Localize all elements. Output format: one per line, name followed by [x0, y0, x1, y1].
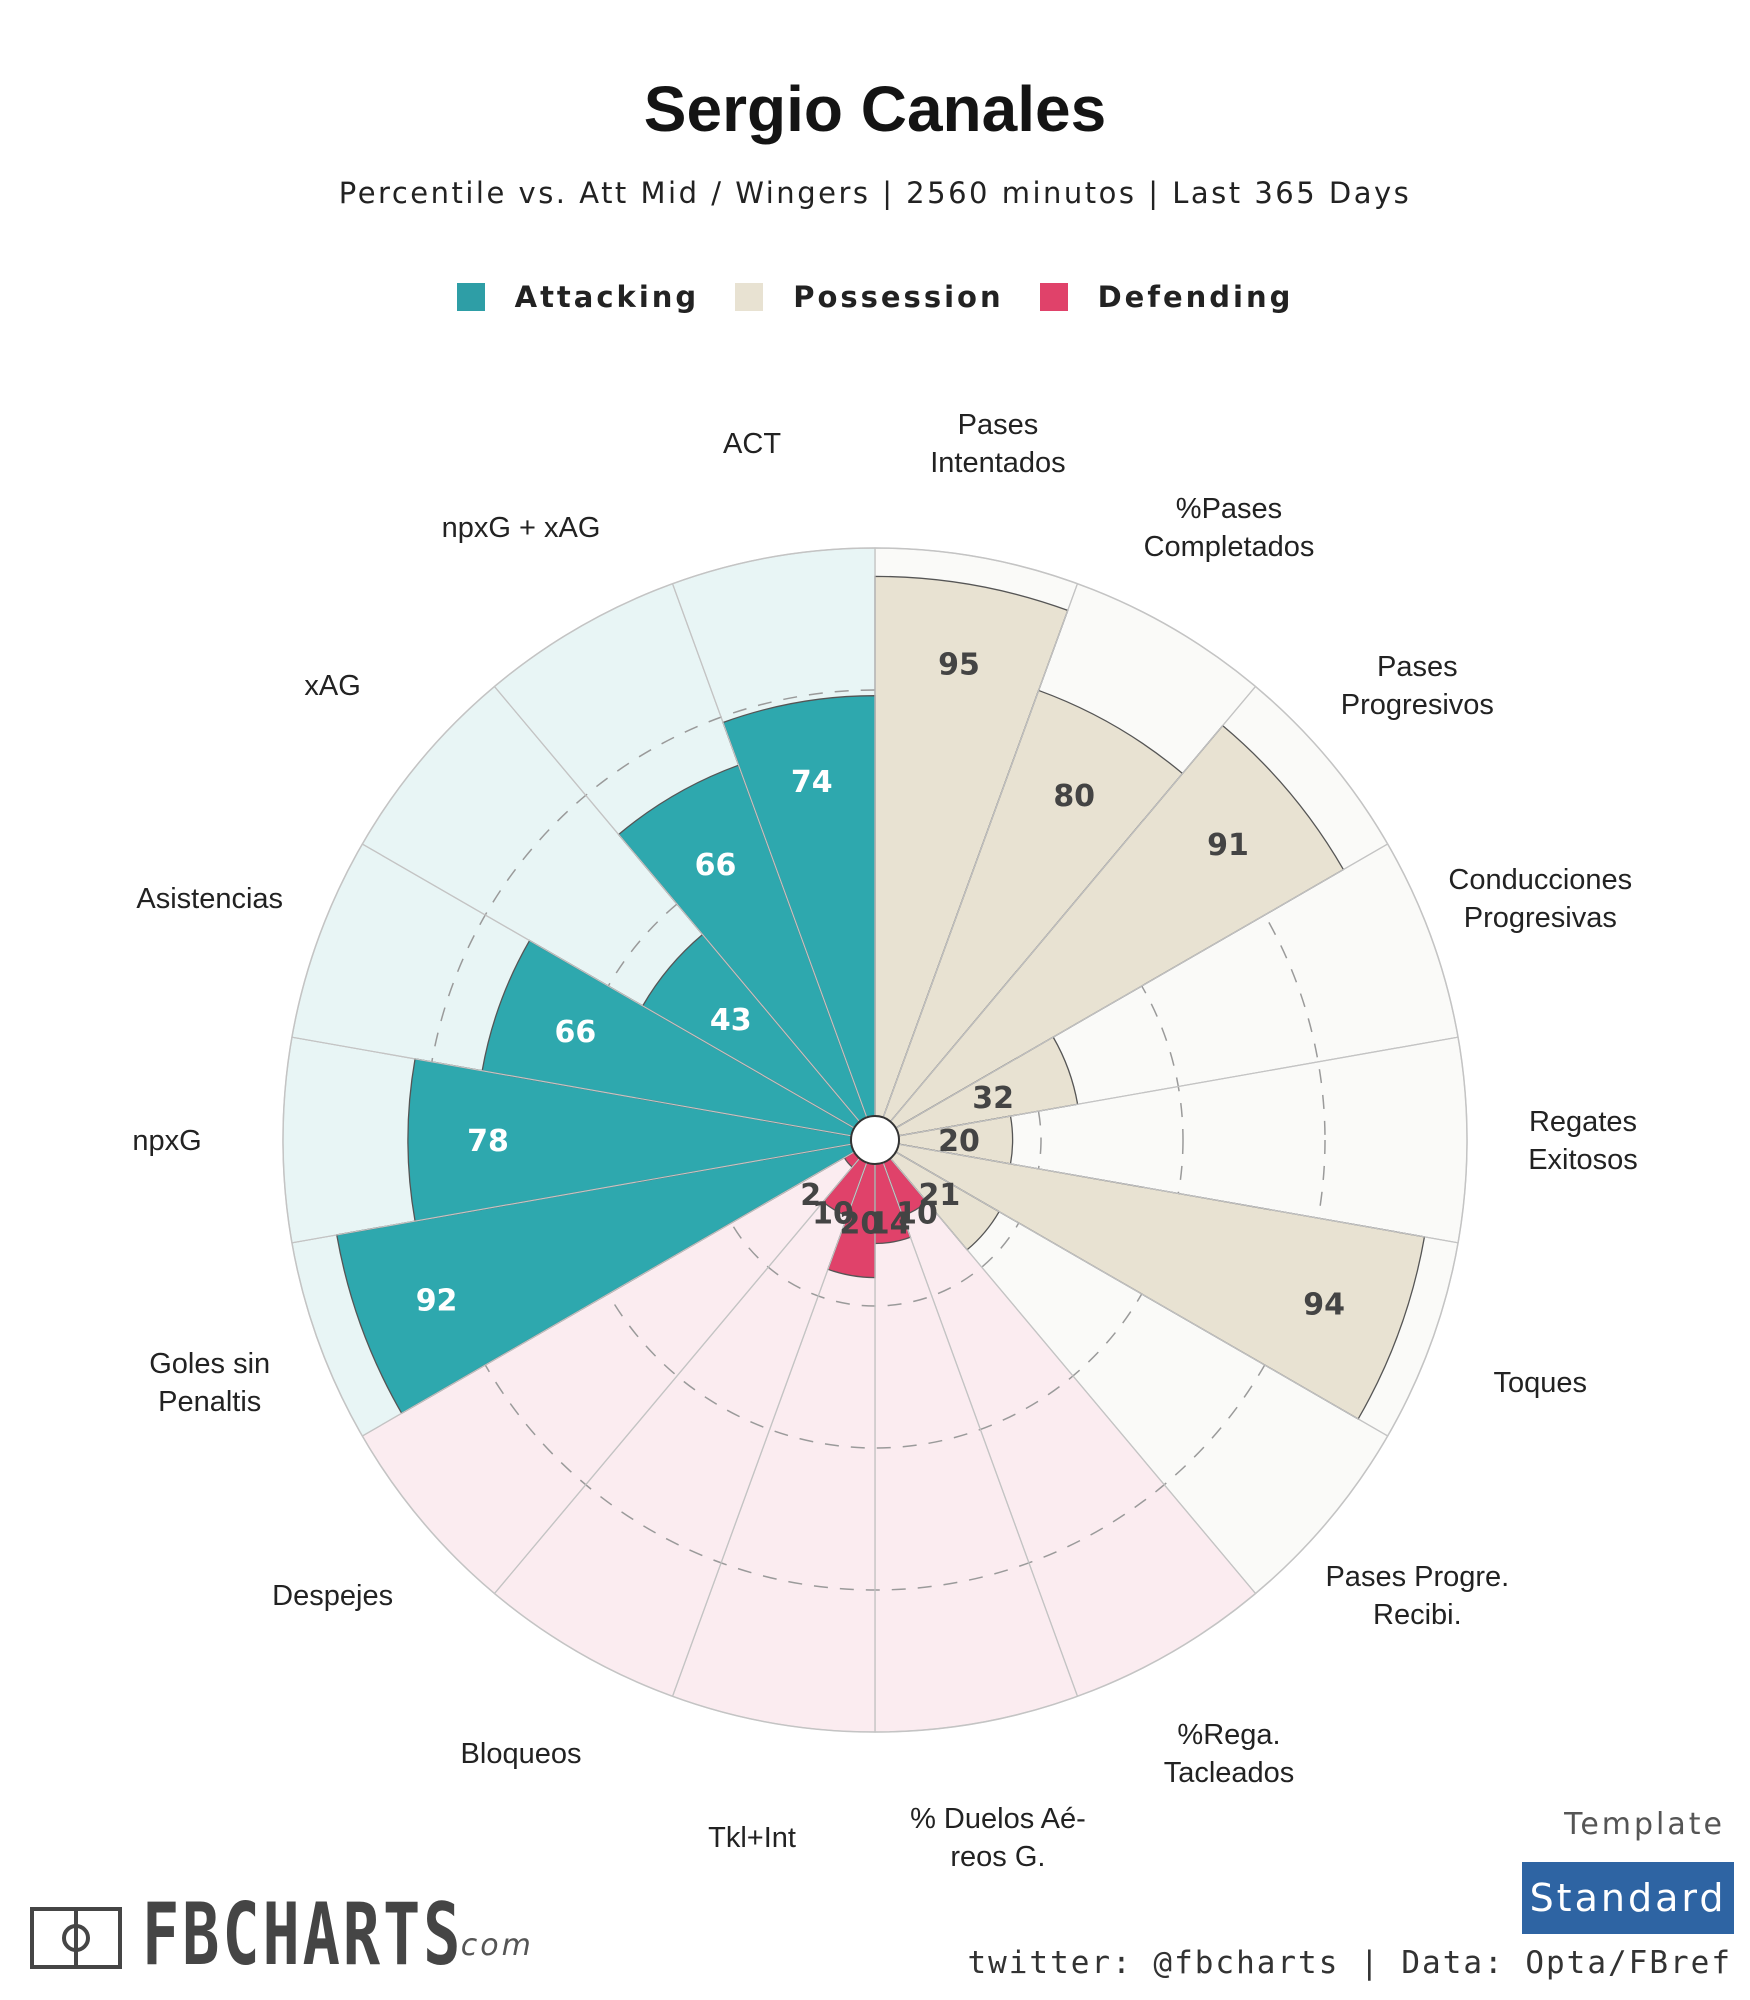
category-label: Toques: [1494, 1367, 1588, 1399]
spoke: [882, 1162, 1079, 1697]
category-label: Asistencias: [136, 883, 283, 915]
chart-subtitle: Percentile vs. Att Mid / Wingers | 2560 …: [338, 176, 1412, 210]
value-label: 80: [1053, 779, 1095, 814]
legend-label-attacking: Attacking: [514, 280, 700, 314]
spoke: [895, 843, 1388, 1129]
value-label: 91: [1207, 828, 1249, 863]
legend-label-possession: Possession: [793, 280, 1004, 314]
category-label: ACT: [723, 428, 781, 460]
category-label: Goles sin Penaltis: [149, 1348, 270, 1418]
category-label: xAG: [304, 670, 360, 702]
value-label: 20: [938, 1124, 980, 1159]
category-label: Conducciones Progresivas: [1448, 864, 1632, 934]
legend-item-attacking: Attacking: [456, 280, 700, 314]
spoke: [362, 1151, 855, 1437]
value-label: 95: [938, 648, 980, 683]
logo-text: FBCHARTS: [142, 1885, 464, 1985]
category-label: npxG: [132, 1125, 201, 1157]
fbcharts-logo: FBCHARTS .com: [30, 1885, 534, 1985]
value-label: 74: [791, 765, 833, 800]
spoke: [895, 1151, 1388, 1437]
template-badge: Standard: [1522, 1862, 1734, 1934]
value-label: 2: [800, 1178, 821, 1213]
value-label: 21: [918, 1178, 960, 1213]
value-label: 10: [812, 1197, 854, 1232]
legend-label-defending: Defending: [1097, 280, 1294, 314]
category-label: Bloqueos: [461, 1738, 582, 1770]
value-label: 92: [416, 1284, 458, 1319]
value-label: 10: [896, 1197, 938, 1232]
category-label: Regates Exitosos: [1528, 1106, 1638, 1176]
value-label: 94: [1303, 1287, 1345, 1322]
spoke: [494, 686, 861, 1123]
value-label: 14: [869, 1207, 911, 1242]
category-label: %Rega. Tacleados: [1164, 1719, 1295, 1789]
category-label: Pases Intentados: [930, 409, 1065, 479]
template-label: Template: [1564, 1807, 1725, 1842]
legend-item-possession: Possession: [735, 280, 1003, 314]
legend-swatch-attacking: [456, 283, 485, 311]
spoke: [898, 1036, 1459, 1137]
spoke: [494, 1157, 861, 1594]
credit-line: twitter: @fbcharts | Data: Opta/FBref: [967, 1945, 1732, 1981]
category-label: %Pases Completados: [1144, 493, 1315, 563]
category-label: Tkl+Int: [708, 1822, 796, 1854]
legend-swatch-defending: [1039, 283, 1068, 311]
category-label: Pases Progresivos: [1341, 651, 1494, 721]
legend: Attacking Possession Defending: [0, 280, 1750, 314]
value-label: 66: [695, 848, 737, 883]
pitch-icon: [30, 1907, 122, 1969]
center-circle: [850, 1115, 900, 1165]
value-label: 20: [840, 1207, 882, 1242]
chart-title: Sergio Canales: [643, 73, 1107, 145]
category-label: npxG + xAG: [442, 512, 601, 544]
value-label: 32: [972, 1081, 1014, 1116]
value-label: 66: [554, 1015, 596, 1050]
spoke: [671, 1162, 868, 1697]
spoke: [898, 1143, 1459, 1244]
spoke: [362, 843, 855, 1129]
value-label: 78: [467, 1124, 509, 1159]
category-label: Despejes: [272, 1580, 393, 1612]
outer-ring: [282, 547, 1468, 1733]
legend-item-defending: Defending: [1039, 280, 1294, 314]
value-label: 43: [710, 1003, 752, 1038]
spoke: [889, 1157, 1256, 1594]
spoke: [291, 1143, 852, 1244]
spoke: [671, 583, 868, 1118]
spoke: [291, 1036, 852, 1137]
spoke: [889, 686, 1256, 1123]
category-label: % Duelos Aé-reos G.: [910, 1803, 1086, 1873]
category-label: Pases Progre. Recibi.: [1325, 1561, 1509, 1631]
logo-suffix: .com: [448, 1928, 534, 1963]
legend-swatch-possession: [735, 283, 764, 311]
spoke: [882, 583, 1079, 1118]
